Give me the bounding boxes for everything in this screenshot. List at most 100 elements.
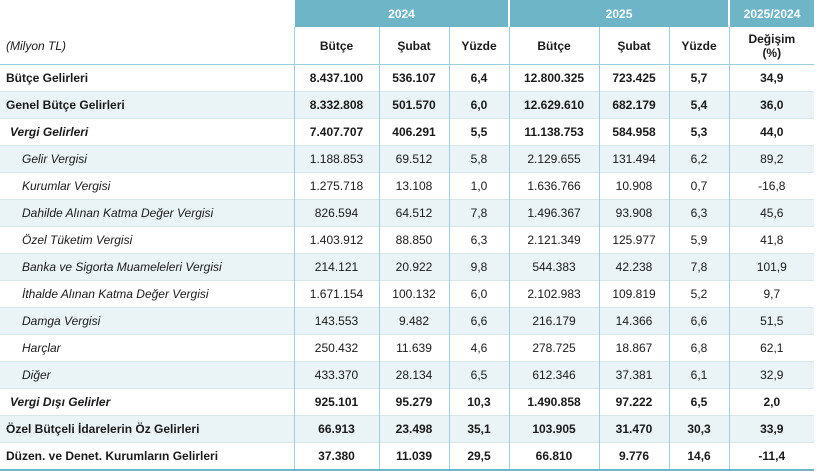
table-row: Özel Bütçeli İdarelerin Öz Gelirleri 66.9…	[0, 415, 815, 443]
budget-2024-cell: 8.332.808	[293, 91, 379, 119]
percent-2024-cell: 1,0	[448, 172, 510, 200]
percent-2024-cell: 35,1	[448, 415, 510, 443]
col-february-2024: Şubat	[378, 27, 449, 65]
february-2025-cell: 131.494	[598, 145, 670, 173]
february-2025-cell: 42.238	[598, 253, 670, 281]
february-2024-cell: 88.850	[378, 226, 449, 254]
table-row: İthalde Alınan Katma Değer Vergisi 1.671.…	[0, 280, 815, 308]
percent-2025-cell: 6,5	[668, 388, 730, 416]
column-header-row: (Milyon TL) Bütçe Şubat Yüzde Bütçe Şuba…	[0, 27, 815, 65]
year-header-row: 2024 2025 2025/2024	[0, 0, 815, 27]
table-row: Bütçe Gelirleri 8.437.100 536.107 6,4 12.800…	[0, 64, 815, 92]
unit-label: (Milyon TL)	[0, 27, 294, 65]
change-cell: 2,0	[728, 388, 815, 416]
change-cell: -11,4	[728, 442, 815, 471]
february-2025-cell: 109.819	[598, 280, 670, 308]
year-2024-header: 2024	[292, 0, 510, 27]
year-2025-header: 2025	[508, 0, 730, 27]
row-label: Harçlar	[0, 334, 294, 362]
february-2024-cell: 20.922	[378, 253, 449, 281]
percent-2024-cell: 4,6	[448, 334, 510, 362]
table-row: Genel Bütçe Gelirleri 8.332.808 501.570 6,0…	[0, 91, 815, 119]
percent-2025-cell: 6,6	[668, 307, 730, 335]
budget-2025-cell: 11.138.753	[508, 118, 600, 146]
row-label: Kurumlar Vergisi	[0, 172, 294, 200]
table-row: Harçlar 250.432 11.639 4,6 278.725 18.867 6,8 6…	[0, 334, 815, 362]
row-label: Damga Vergisi	[0, 307, 294, 335]
row-label: Vergi Gelirleri	[0, 118, 294, 146]
change-cell: 89,2	[728, 145, 815, 173]
percent-2024-cell: 9,8	[448, 253, 510, 281]
change-cell: 41,8	[728, 226, 815, 254]
percent-2025-cell: 6,8	[668, 334, 730, 362]
percent-2025-cell: 5,3	[668, 118, 730, 146]
february-2025-cell: 37.381	[598, 361, 670, 389]
february-2025-cell: 584.958	[598, 118, 670, 146]
row-label: Bütçe Gelirleri	[0, 64, 294, 92]
row-label: Düzen. ve Denet. Kurumların Gelirleri	[0, 442, 294, 471]
change-cell: 36,0	[728, 91, 815, 119]
row-label: Özel Tüketim Vergisi	[0, 226, 294, 254]
budget-2024-cell: 37.380	[293, 442, 379, 471]
table-row: Dahilde Alınan Katma Değer Vergisi 826.59…	[0, 199, 815, 227]
change-cell: -16,8	[728, 172, 815, 200]
february-2024-cell: 406.291	[378, 118, 449, 146]
february-2024-cell: 95.279	[378, 388, 449, 416]
col-percent-2024: Yüzde	[448, 27, 510, 65]
col-budget-2024: Bütçe	[293, 27, 379, 65]
percent-2025-cell: 30,3	[668, 415, 730, 443]
table-row: Diğer 433.370 28.134 6,5 612.346 37.381 6,1 32,…	[0, 361, 815, 389]
february-2025-cell: 682.179	[598, 91, 670, 119]
table-row: Gelir Vergisi 1.188.853 69.512 5,8 2.129.655…	[0, 145, 815, 173]
change-cell: 34,9	[728, 64, 815, 92]
row-label: Banka ve Sigorta Muameleleri Vergisi	[0, 253, 294, 281]
february-2024-cell: 100.132	[378, 280, 449, 308]
february-2025-cell: 31.470	[598, 415, 670, 443]
percent-2024-cell: 7,8	[448, 199, 510, 227]
budget-2025-cell: 2.121.349	[508, 226, 600, 254]
february-2024-cell: 28.134	[378, 361, 449, 389]
february-2025-cell: 10.908	[598, 172, 670, 200]
percent-2025-cell: 5,9	[668, 226, 730, 254]
col-budget-2025: Bütçe	[508, 27, 600, 65]
col-percent-2025: Yüzde	[668, 27, 730, 65]
percent-2025-cell: 7,8	[668, 253, 730, 281]
percent-2025-cell: 14,6	[668, 442, 730, 471]
budget-2024-cell: 214.121	[293, 253, 379, 281]
budget-2025-cell: 66.810	[508, 442, 600, 471]
col-february-2025: Şubat	[598, 27, 670, 65]
budget-2025-cell: 1.490.858	[508, 388, 600, 416]
percent-2025-cell: 6,3	[668, 199, 730, 227]
table-row: Banka ve Sigorta Muameleleri Vergisi 214.…	[0, 253, 815, 281]
percent-2025-cell: 0,7	[668, 172, 730, 200]
percent-2024-cell: 5,8	[448, 145, 510, 173]
row-label: Vergi Dışı Gelirler	[0, 388, 294, 416]
percent-2024-cell: 5,5	[448, 118, 510, 146]
february-2024-cell: 13.108	[378, 172, 449, 200]
percent-2025-cell: 6,1	[668, 361, 730, 389]
budget-2025-cell: 278.725	[508, 334, 600, 362]
february-2025-cell: 125.977	[598, 226, 670, 254]
change-cell: 9,7	[728, 280, 815, 308]
table-row: Vergi Gelirleri 7.407.707 406.291 5,5 11.138…	[0, 118, 815, 146]
percent-2024-cell: 6,4	[448, 64, 510, 92]
budget-2024-cell: 1.188.853	[293, 145, 379, 173]
february-2024-cell: 9.482	[378, 307, 449, 335]
row-label: Gelir Vergisi	[0, 145, 294, 173]
budget-2025-cell: 12.800.325	[508, 64, 600, 92]
percent-2024-cell: 6,6	[448, 307, 510, 335]
row-label: Dahilde Alınan Katma Değer Vergisi	[0, 199, 294, 227]
row-label: Diğer	[0, 361, 294, 389]
budget-2024-cell: 8.437.100	[293, 64, 379, 92]
change-cell: 44,0	[728, 118, 815, 146]
table-row: Özel Tüketim Vergisi 1.403.912 88.850 6,3 2.…	[0, 226, 815, 254]
february-2024-cell: 69.512	[378, 145, 449, 173]
budget-2024-cell: 826.594	[293, 199, 379, 227]
change-cell: 51,5	[728, 307, 815, 335]
february-2025-cell: 97.222	[598, 388, 670, 416]
col-change-label: Değişim	[748, 31, 796, 46]
budget-2024-cell: 66.913	[293, 415, 379, 443]
budget-2024-cell: 433.370	[293, 361, 379, 389]
budget-2025-cell: 2.129.655	[508, 145, 600, 173]
